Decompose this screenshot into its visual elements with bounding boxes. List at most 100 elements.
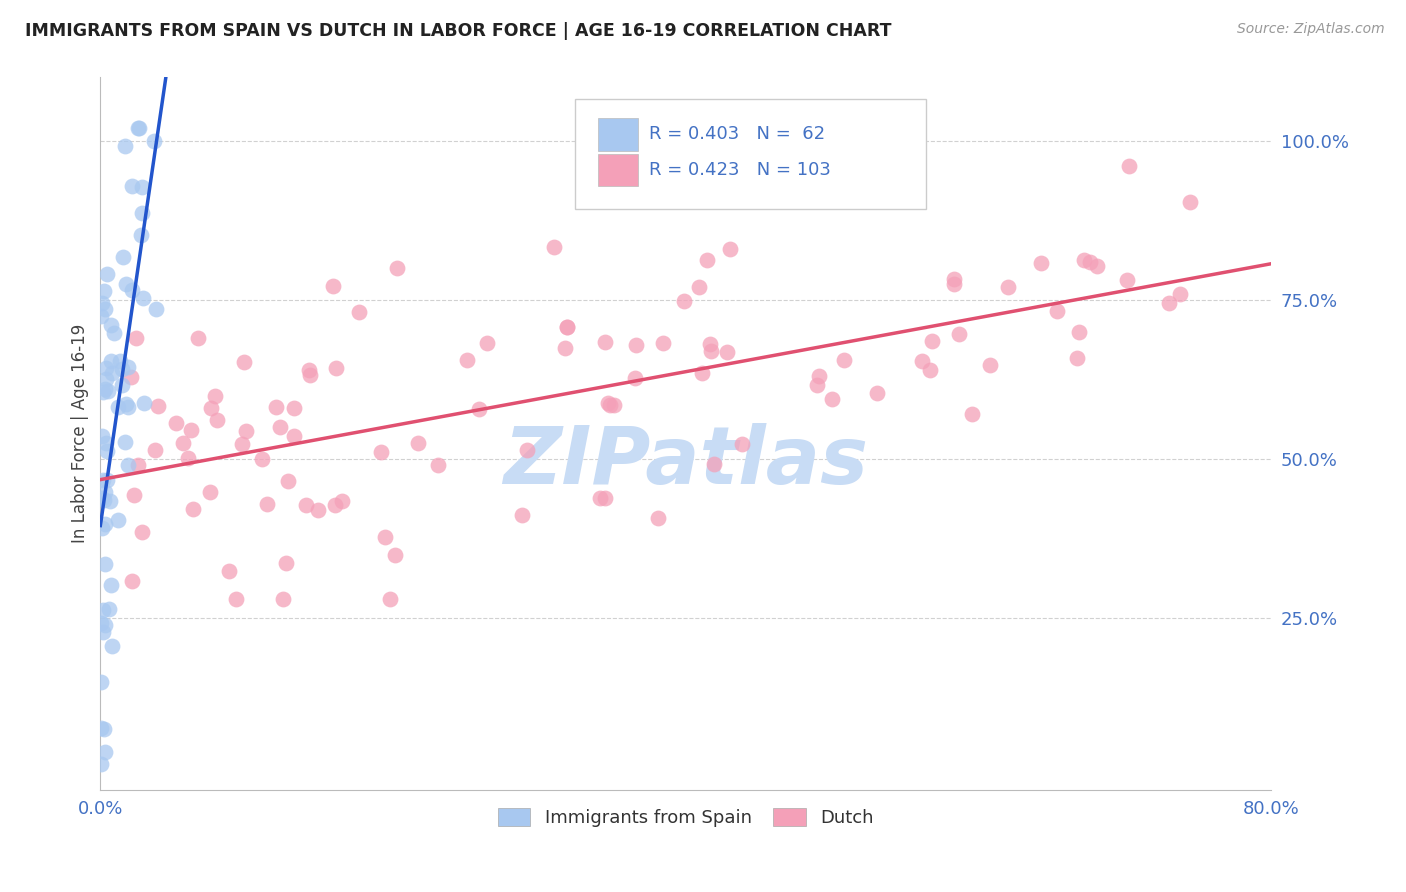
- Point: [96, 268, 118, 282]
- Point: [94, 302, 117, 317]
- Text: R = 0.403   N =  62: R = 0.403 N = 62: [650, 126, 825, 144]
- FancyBboxPatch shape: [598, 118, 638, 151]
- Point: [231, 436, 253, 450]
- Point: [543, 240, 565, 254]
- Point: [187, 331, 209, 345]
- Point: [699, 336, 721, 351]
- Point: [115, 397, 138, 411]
- Point: [114, 435, 136, 450]
- Point: [731, 437, 754, 451]
- Point: [176, 450, 198, 465]
- Point: [426, 458, 449, 472]
- Point: [806, 378, 828, 392]
- Point: [235, 424, 257, 438]
- Point: [94, 485, 117, 500]
- Point: [921, 334, 943, 349]
- FancyBboxPatch shape: [575, 99, 925, 210]
- Point: [100, 354, 122, 368]
- Point: [94, 517, 117, 532]
- Point: [94, 436, 117, 450]
- Point: [1180, 195, 1202, 210]
- Point: [91, 491, 114, 505]
- Point: [198, 484, 221, 499]
- Point: [1073, 252, 1095, 267]
- Point: [93, 722, 115, 736]
- Point: [277, 474, 299, 488]
- Point: [269, 419, 291, 434]
- Point: [97, 384, 120, 399]
- Point: [276, 556, 298, 570]
- Point: [181, 502, 204, 516]
- Point: [107, 513, 129, 527]
- Point: [200, 401, 222, 415]
- Point: [90, 615, 112, 630]
- Point: [91, 296, 114, 310]
- Point: [96, 473, 118, 487]
- Point: [624, 371, 647, 385]
- Point: [93, 284, 115, 298]
- Point: [91, 428, 114, 442]
- Point: [555, 320, 578, 334]
- Point: [98, 494, 121, 508]
- Point: [1066, 351, 1088, 365]
- Point: [1078, 254, 1101, 268]
- Point: [1170, 287, 1192, 301]
- Point: [696, 252, 718, 267]
- Point: [307, 502, 329, 516]
- Point: [516, 442, 538, 457]
- Point: [91, 625, 114, 640]
- Point: [180, 424, 202, 438]
- Point: [979, 358, 1001, 372]
- Point: [456, 352, 478, 367]
- Point: [997, 280, 1019, 294]
- Point: [121, 283, 143, 297]
- Point: [589, 491, 612, 505]
- Point: [475, 336, 498, 351]
- Point: [832, 353, 855, 368]
- Point: [911, 353, 934, 368]
- Point: [100, 318, 122, 332]
- Text: Source: ZipAtlas.com: Source: ZipAtlas.com: [1237, 22, 1385, 37]
- Point: [94, 372, 117, 386]
- Point: [225, 592, 247, 607]
- Point: [821, 392, 844, 406]
- Point: [808, 368, 831, 383]
- FancyBboxPatch shape: [598, 153, 638, 186]
- Point: [115, 277, 138, 292]
- Point: [330, 493, 353, 508]
- Text: R = 0.423   N = 103: R = 0.423 N = 103: [650, 161, 831, 179]
- Point: [96, 443, 118, 458]
- Point: [233, 354, 256, 368]
- Point: [1157, 295, 1180, 310]
- Point: [593, 491, 616, 505]
- Point: [121, 574, 143, 588]
- Point: [142, 134, 165, 148]
- Point: [145, 302, 167, 317]
- Point: [347, 305, 370, 319]
- Point: [467, 402, 489, 417]
- Point: [107, 401, 129, 415]
- Point: [652, 336, 675, 351]
- Point: [93, 492, 115, 507]
- Point: [321, 278, 343, 293]
- Point: [94, 618, 117, 632]
- Y-axis label: In Labor Force | Age 16-19: In Labor Force | Age 16-19: [72, 324, 89, 543]
- Point: [378, 592, 401, 607]
- Point: [593, 335, 616, 350]
- Point: [94, 382, 117, 396]
- Point: [122, 488, 145, 502]
- Point: [624, 338, 647, 352]
- Point: [920, 363, 942, 377]
- Point: [128, 121, 150, 136]
- Point: [165, 416, 187, 430]
- Point: [295, 498, 318, 512]
- Point: [1046, 303, 1069, 318]
- Point: [91, 603, 114, 617]
- Text: IMMIGRANTS FROM SPAIN VS DUTCH IN LABOR FORCE | AGE 16-19 CORRELATION CHART: IMMIGRANTS FROM SPAIN VS DUTCH IN LABOR …: [25, 22, 891, 40]
- Point: [93, 745, 115, 759]
- Point: [90, 309, 112, 323]
- Point: [121, 179, 143, 194]
- Point: [602, 398, 624, 412]
- Point: [554, 341, 576, 355]
- Point: [283, 401, 305, 416]
